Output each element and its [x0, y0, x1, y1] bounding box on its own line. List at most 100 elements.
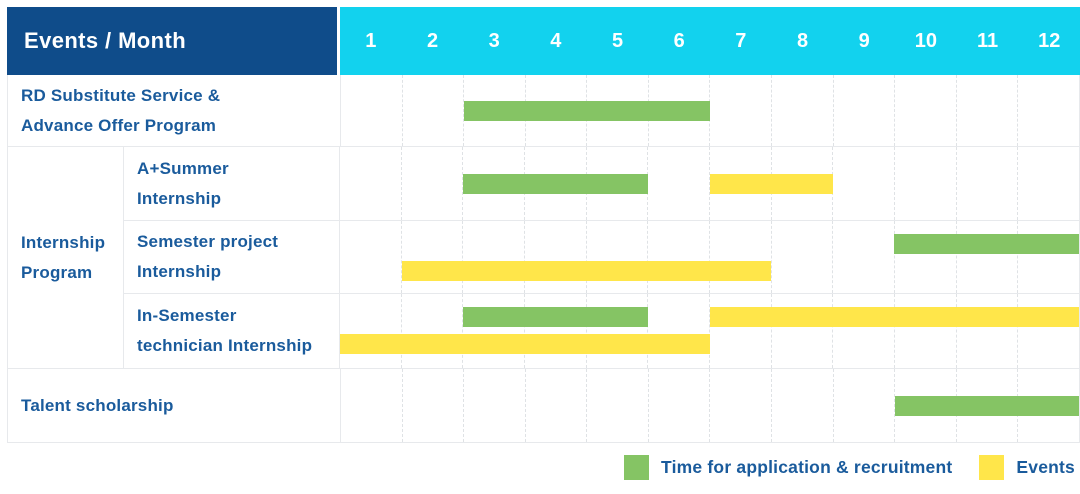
event-swatch [979, 454, 1005, 480]
month-header-2: 2 [426, 29, 439, 52]
row-label: Semester project Internship [124, 221, 339, 293]
gantt-bar-event [709, 307, 1079, 327]
month-column [772, 294, 834, 368]
month-column [895, 75, 957, 146]
legend-label: Events [1016, 456, 1075, 477]
internship-program-group: Internship Program A+Summer Internship Semes… [8, 147, 1079, 369]
month-column [834, 75, 896, 146]
legend-label: Time for application & recruitment [661, 456, 953, 477]
month-column [402, 294, 464, 368]
month-column [340, 147, 402, 220]
group-label: Internship Program [8, 228, 123, 288]
row-label-line: Talent scholarship [21, 395, 174, 415]
events-month-header-cell: Events / Month [7, 7, 340, 75]
row-label: A+Summer Internship [124, 147, 339, 220]
gantt-row-4: In-Semester technician Internship [124, 294, 1079, 368]
month-column [463, 221, 526, 293]
legend-item-application: Time for application & recruitment [624, 454, 953, 480]
gantt-bar-application [464, 100, 710, 121]
month-column [402, 221, 464, 293]
gantt-bar-event [709, 173, 833, 194]
month-column [833, 294, 896, 368]
month-column [1018, 294, 1079, 368]
month-column [710, 294, 772, 368]
month-column [895, 221, 957, 293]
row-label-line: Internship [21, 232, 106, 252]
row-label: RD Substitute Service & Advance Offer Pro… [8, 75, 340, 146]
month-column [587, 294, 649, 368]
month-column [772, 221, 834, 293]
month-column [772, 147, 834, 220]
group-label-cell: Internship Program [8, 147, 124, 368]
events-month-table: Events / Month 1 2 3 4 5 6 7 8 9 10 11 12 RD Substi… [7, 7, 1080, 443]
month-column [340, 221, 402, 293]
month-column [957, 221, 1019, 293]
month-header-4: 4 [550, 29, 562, 52]
month-column [957, 147, 1019, 220]
month-column [403, 369, 465, 442]
gantt-bar-application [463, 173, 648, 194]
month-column [772, 75, 834, 146]
month-column [772, 369, 834, 442]
month-header-8: 8 [796, 29, 809, 52]
row-label-line: Internship [137, 188, 222, 208]
row-label-line: In-Semester [137, 306, 237, 325]
month-column [464, 369, 526, 442]
row-label-line: technician Internship [137, 336, 313, 355]
month-header-row: 1 2 3 4 5 6 7 8 9 10 11 12 [340, 7, 1080, 75]
group-sub-rows: A+Summer Internship Semester project Intern… [124, 147, 1079, 368]
month-header-9: 9 [858, 29, 870, 52]
month-column [648, 221, 711, 293]
row-label-line: Program [21, 262, 93, 282]
month-header-1: 1 [365, 29, 377, 52]
month-column [1018, 147, 1079, 220]
month-column [403, 75, 465, 146]
month-column [341, 75, 403, 146]
row-label: Talent scholarship [8, 369, 340, 442]
month-header-5: 5 [611, 29, 624, 52]
month-column [649, 369, 711, 442]
month-gridlines [341, 75, 1079, 146]
month-column [833, 147, 896, 220]
month-column [525, 294, 587, 368]
month-header-10: 10 [914, 29, 937, 52]
month-column [587, 221, 649, 293]
month-column [710, 75, 773, 146]
gantt-row-2: A+Summer Internship [124, 147, 1079, 221]
month-column [1018, 221, 1079, 293]
gantt-bar-application [463, 307, 648, 327]
month-header-12: 12 [1038, 29, 1061, 52]
month-column [525, 221, 587, 293]
month-header-7: 7 [735, 29, 747, 52]
month-column [1018, 75, 1079, 146]
month-column [833, 221, 896, 293]
month-column [526, 369, 588, 442]
row-label-line: RD Substitute Service & [21, 85, 221, 105]
gantt-bar-application [894, 395, 1079, 416]
row-label-line: A+Summer [137, 158, 229, 178]
row-chart-cell [339, 147, 1079, 220]
month-gridlines [340, 294, 1079, 368]
month-column [402, 147, 464, 220]
month-column [834, 369, 896, 442]
row-label-line: Semester project [137, 232, 279, 251]
row-chart-cell [340, 369, 1079, 442]
table-header-row: Events / Month 1 2 3 4 5 6 7 8 9 10 11 12 [7, 7, 1080, 75]
month-column [587, 369, 649, 442]
gantt-bar-event [401, 261, 772, 281]
gantt-bar-application [894, 234, 1079, 254]
month-header-6: 6 [673, 29, 685, 52]
legend: Time for application & recruitment Events [624, 452, 1075, 482]
gantt-row-3: Semester project Internship [124, 221, 1079, 294]
application-swatch [624, 454, 650, 480]
month-column [648, 294, 711, 368]
month-column [710, 369, 773, 442]
gantt-bar-event [340, 334, 710, 354]
month-column [895, 147, 957, 220]
month-column [341, 369, 403, 442]
month-header-11: 11 [976, 29, 999, 52]
month-column [957, 294, 1019, 368]
month-header-3: 3 [488, 29, 500, 52]
row-chart-cell [340, 75, 1079, 146]
